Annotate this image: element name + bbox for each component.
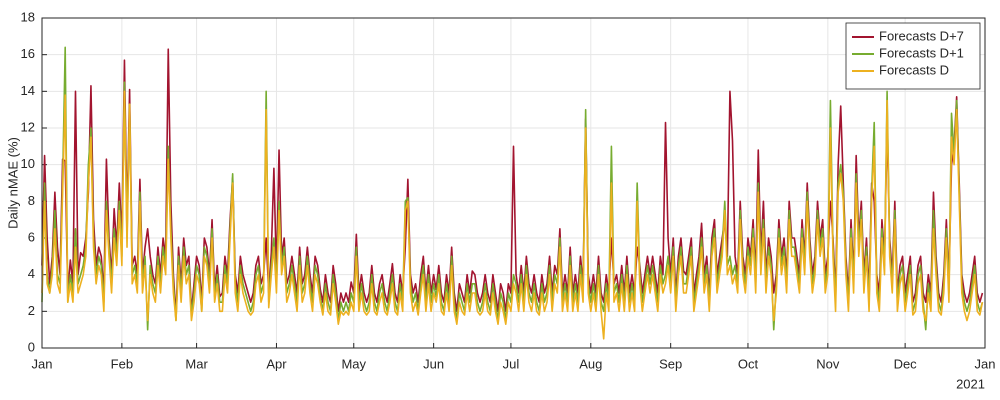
data-line xyxy=(41,48,984,316)
data-line xyxy=(41,46,984,331)
x-tick-label: Oct xyxy=(738,356,759,371)
x-year-label: 2021 xyxy=(956,376,985,391)
y-tick-label: 8 xyxy=(28,193,35,208)
y-tick-label: 18 xyxy=(21,9,35,24)
x-tick-label: Jan xyxy=(975,356,996,371)
legend-label: Forecasts D+1 xyxy=(879,45,964,60)
y-tick-label: 6 xyxy=(28,229,35,244)
x-tick-label: May xyxy=(341,356,366,371)
legend-label: Forecasts D+7 xyxy=(879,28,964,43)
y-tick-label: 16 xyxy=(21,46,35,61)
y-tick-label: 2 xyxy=(28,303,35,318)
x-tick-label: Feb xyxy=(111,356,133,371)
x-tick-label: Aug xyxy=(579,356,602,371)
x-tick-label: Nov xyxy=(816,356,840,371)
x-tick-label: Jun xyxy=(423,356,444,371)
y-tick-label: 0 xyxy=(28,339,35,354)
data-line xyxy=(41,90,984,340)
y-tick-label: 10 xyxy=(21,156,35,171)
y-tick-label: 4 xyxy=(28,266,35,281)
y-tick-label: 14 xyxy=(21,83,35,98)
x-tick-label: Apr xyxy=(266,356,287,371)
legend-label: Forecasts D xyxy=(879,62,949,77)
x-tick-label: Jul xyxy=(503,356,520,371)
y-tick-label: 12 xyxy=(21,119,35,134)
axes-box xyxy=(41,17,986,349)
x-tick-label: Sep xyxy=(659,356,682,371)
y-axis-label: Daily nMAE (%) xyxy=(5,137,20,229)
x-tick-label: Dec xyxy=(894,356,918,371)
x-tick-label: Jan xyxy=(32,356,53,371)
legend-box xyxy=(845,22,981,90)
x-tick-label: Mar xyxy=(185,356,208,371)
